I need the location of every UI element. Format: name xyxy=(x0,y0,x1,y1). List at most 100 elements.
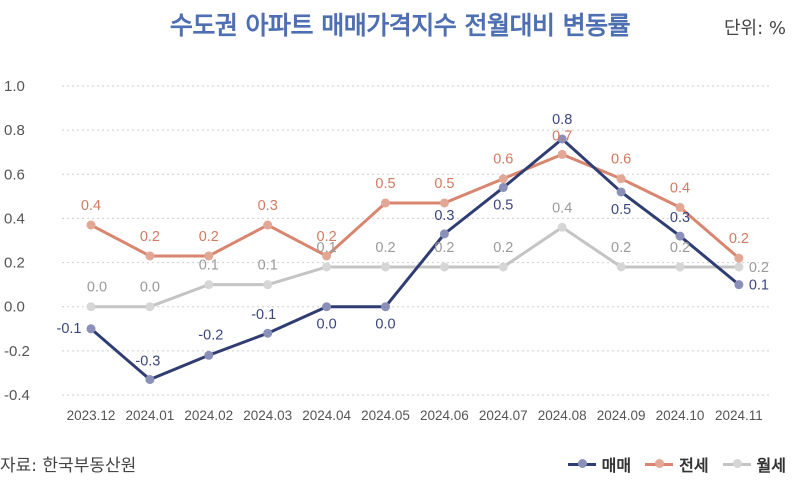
legend-label-월세: 월세 xyxy=(756,456,786,475)
data-label-전세: 0.7 xyxy=(552,128,572,144)
y-tick-label: 0.6 xyxy=(4,166,25,183)
data-point-전세 xyxy=(381,198,390,208)
data-label-전세: 0.6 xyxy=(611,152,631,168)
data-label-전세: 0.2 xyxy=(199,229,219,245)
legend-item-매매: 매매 xyxy=(567,452,632,476)
data-point-매매 xyxy=(86,324,96,334)
y-tick-label: 0.8 xyxy=(4,122,25,139)
x-tick-label: 2024.04 xyxy=(302,408,351,423)
x-tick-label: 2024.03 xyxy=(243,408,292,423)
legend-label-매매: 매매 xyxy=(601,456,632,475)
data-point-전세 xyxy=(322,251,332,261)
series-line-매매 xyxy=(90,137,740,382)
data-label-월세: 0.2 xyxy=(493,240,513,256)
y-tick-label: -0.4 xyxy=(4,387,30,404)
unit-label: 단위: % xyxy=(723,18,786,39)
data-label-전세: 0.2 xyxy=(729,231,749,247)
legend: 매매 전세 월세 xyxy=(567,452,786,476)
data-label-월세: 0.2 xyxy=(434,240,454,256)
x-tick-label: 2024.08 xyxy=(538,408,587,423)
data-label-매매: 0.3 xyxy=(434,208,454,224)
data-point-매매 xyxy=(498,183,508,193)
data-point-매매 xyxy=(263,328,273,338)
legend-swatch-매매 xyxy=(567,459,596,468)
data-label-매매: 0.8 xyxy=(552,112,572,128)
data-point-월세 xyxy=(86,302,96,312)
data-point-월세 xyxy=(381,262,390,272)
data-label-월세: 0.1 xyxy=(199,258,219,274)
x-tick-label: 2024.09 xyxy=(597,408,646,423)
data-point-전세 xyxy=(86,220,96,230)
y-tick-label: -0.2 xyxy=(4,343,30,360)
x-tick-label: 2024.10 xyxy=(656,408,705,423)
data-point-월세 xyxy=(616,262,626,272)
data-label-전세: 0.4 xyxy=(670,180,690,196)
series-line-전세 xyxy=(90,152,740,260)
x-tick-label: 2023.12 xyxy=(67,408,116,423)
data-point-매매 xyxy=(557,134,567,144)
data-label-월세: 0.0 xyxy=(140,280,160,296)
data-label-월세: 0.1 xyxy=(258,258,278,274)
y-tick-label: 1.0 xyxy=(4,78,25,95)
y-tick-label: 0.2 xyxy=(4,255,25,272)
legend-swatch-월세 xyxy=(722,459,751,468)
data-label-월세: 0.2 xyxy=(375,240,395,256)
data-label-매매: -0.3 xyxy=(135,354,160,370)
data-point-매매 xyxy=(616,187,626,197)
data-point-매매 xyxy=(145,375,155,385)
data-point-전세 xyxy=(675,202,685,212)
data-point-월세 xyxy=(204,280,214,290)
data-point-매매 xyxy=(381,302,390,312)
data-point-전세 xyxy=(145,251,155,261)
data-label-전세: 0.6 xyxy=(493,152,513,168)
data-point-매매 xyxy=(204,350,214,360)
source-note: 자료: 한국부동산원 xyxy=(0,456,137,476)
legend-item-전세: 전세 xyxy=(645,452,709,476)
series-line-월세 xyxy=(91,225,739,309)
data-point-매매 xyxy=(675,231,685,241)
data-label-매매: 0.1 xyxy=(749,278,769,294)
line-chart: 1.0 0.8 0.6 0.4 0.2 0.0 -0.2 -0.4 2023.12 2024.01… xyxy=(4,78,770,423)
data-point-전세 xyxy=(204,251,214,261)
legend-swatch-전세 xyxy=(645,459,674,468)
x-tick-label: 2024.07 xyxy=(479,408,528,423)
data-label-매매: -0.1 xyxy=(57,321,82,337)
data-label-매매: 0.0 xyxy=(375,317,395,333)
data-label-전세: 0.3 xyxy=(258,198,278,214)
data-point-월세 xyxy=(322,262,332,272)
x-tick-label: 2024.02 xyxy=(184,408,233,423)
data-label-월세: 0.2 xyxy=(611,240,631,256)
data-point-월세 xyxy=(439,262,449,272)
data-label-전세: 0.5 xyxy=(375,176,395,192)
data-label-매매: -0.2 xyxy=(198,327,223,343)
data-label-월세: 0.2 xyxy=(749,260,769,276)
x-tick-label: 2024.01 xyxy=(125,408,174,423)
data-point-월세 xyxy=(557,222,567,232)
data-point-월세 xyxy=(263,280,273,290)
x-tick-label: 2024.11 xyxy=(715,408,763,423)
data-point-월세 xyxy=(675,262,685,272)
x-tick-label: 2024.05 xyxy=(361,408,410,423)
data-label-매매: 0.0 xyxy=(317,317,337,333)
data-label-매매: 0.5 xyxy=(493,198,513,214)
data-label-전세: 0.2 xyxy=(317,229,337,245)
data-label-월세: 0.4 xyxy=(552,200,572,216)
data-label-매매: -0.1 xyxy=(251,307,276,323)
data-point-매매 xyxy=(439,229,449,239)
data-point-월세 xyxy=(498,262,508,272)
y-tick-label: 0.0 xyxy=(4,299,25,316)
data-point-전세 xyxy=(439,198,449,208)
y-tick-label: 0.4 xyxy=(4,210,25,227)
data-point-전세 xyxy=(263,220,273,230)
data-label-매매: 0.3 xyxy=(670,210,690,226)
data-point-전세 xyxy=(498,174,508,184)
data-label-월세: 0.2 xyxy=(670,240,690,256)
data-point-월세 xyxy=(734,262,744,272)
chart-title: 수도권 아파트 매매가격지수 전월대비 변동률 xyxy=(169,11,631,40)
data-label-전세: 0.5 xyxy=(434,176,454,192)
data-point-매매 xyxy=(734,280,744,290)
data-label-전세: 0.2 xyxy=(140,229,160,245)
data-label-월세: 0.1 xyxy=(317,240,337,256)
data-label-매매: 0.5 xyxy=(611,202,631,218)
data-label-월세: 0.0 xyxy=(87,280,107,296)
